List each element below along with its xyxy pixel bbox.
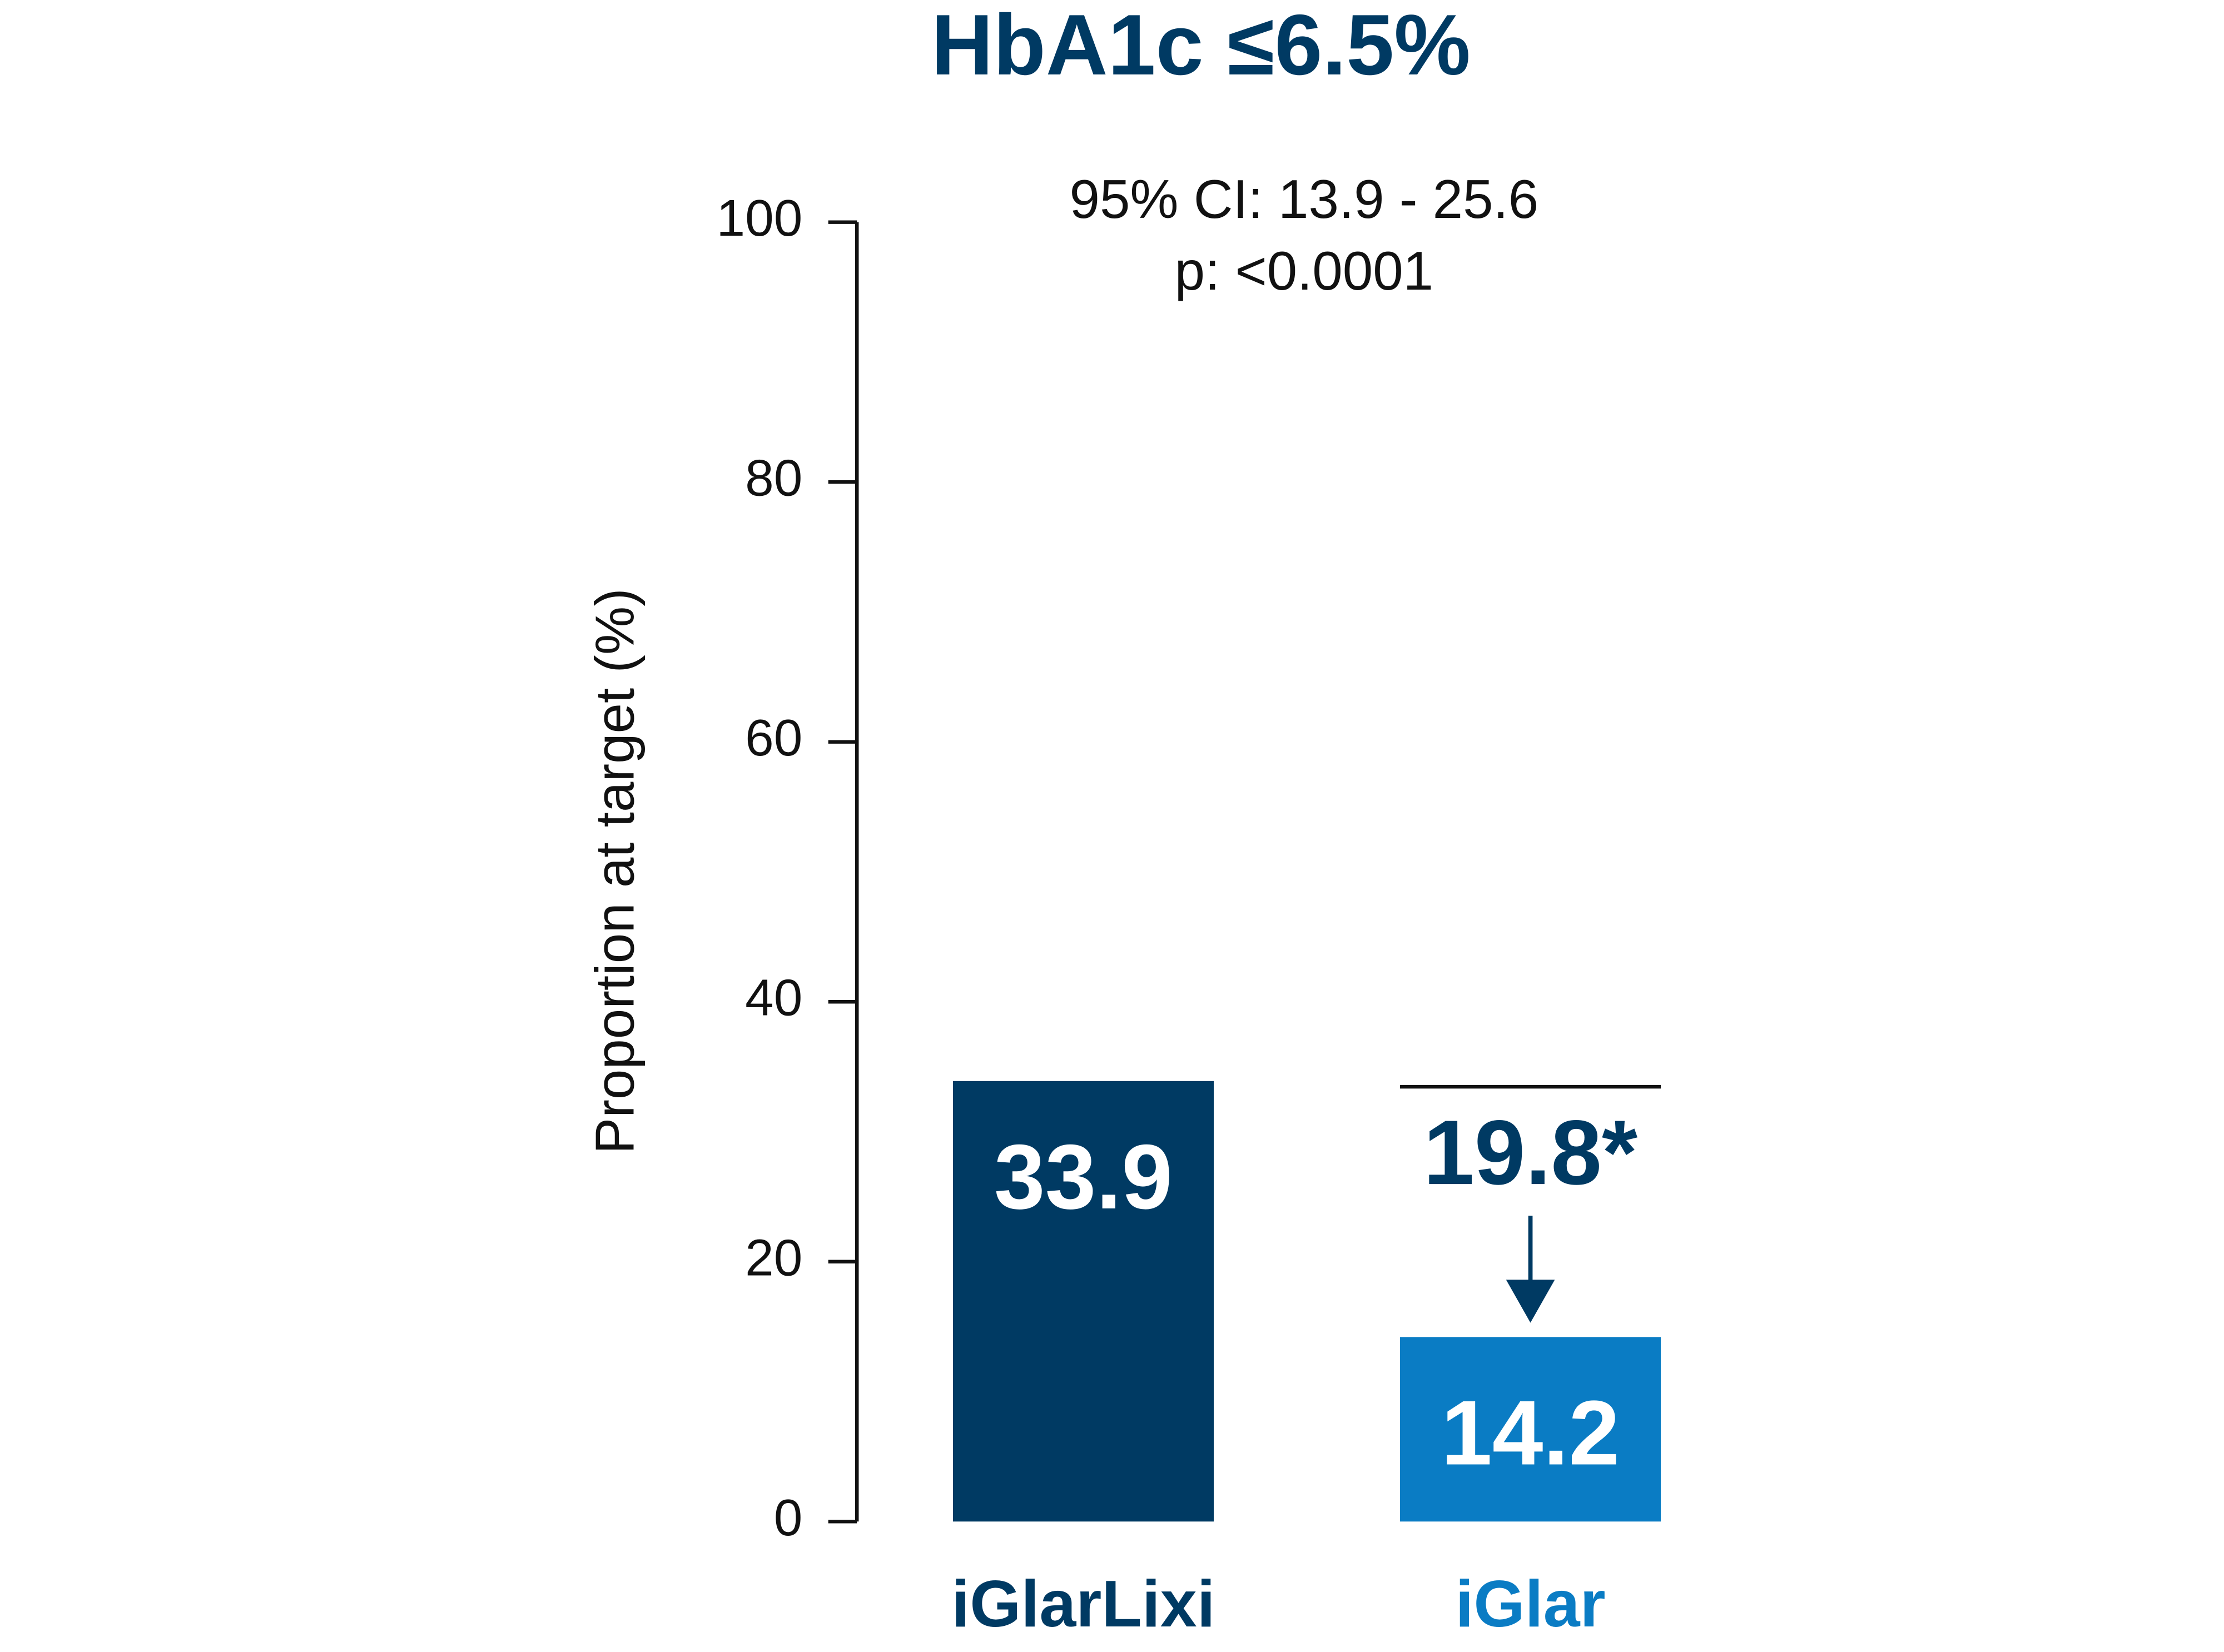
bar xyxy=(1400,1337,1661,1522)
y-tick-label: 60 xyxy=(745,709,802,767)
annotation: p: <0.0001 xyxy=(1175,240,1434,301)
chart-title: HbA1c ≤6.5% xyxy=(931,0,1471,93)
y-tick-label: 80 xyxy=(745,449,802,507)
y-tick-label: 20 xyxy=(745,1228,802,1286)
y-tick-label: 40 xyxy=(745,969,802,1027)
bar-value-label: 14.2 xyxy=(1441,1381,1620,1484)
bar-value-label: 33.9 xyxy=(994,1126,1173,1228)
y-axis-label: Proportion at target (%) xyxy=(584,588,645,1154)
bar xyxy=(952,1081,1214,1522)
x-tick-label: iGlar xyxy=(1455,1568,1605,1641)
y-tick-label: 0 xyxy=(774,1489,803,1546)
x-tick-label: iGlarLixi xyxy=(951,1568,1215,1641)
annotation: 95% CI: 13.9 - 25.6 xyxy=(1070,168,1539,230)
difference-label: 19.8* xyxy=(1423,1101,1638,1203)
y-tick-label: 100 xyxy=(717,189,803,247)
difference-arrowhead xyxy=(1506,1280,1555,1323)
